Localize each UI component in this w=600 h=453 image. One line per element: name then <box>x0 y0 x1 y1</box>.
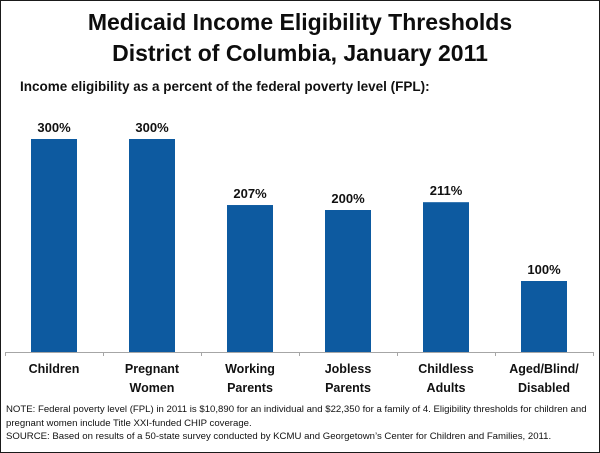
note-line-1: NOTE: Federal poverty level (FPL) in 201… <box>6 404 587 415</box>
category-label: Women <box>130 381 175 395</box>
footnotes: NOTE: Federal poverty level (FPL) in 201… <box>6 403 596 444</box>
bar <box>423 202 469 352</box>
category-label: Aged/Blind/ <box>509 362 579 376</box>
bar-chart: 300% 300% 207% 200% 211% 100% Children Pregnant… <box>5 120 594 395</box>
data-label: 207% <box>233 186 267 201</box>
source-line: SOURCE: Based on results of a 50-state s… <box>6 431 552 442</box>
bar <box>521 281 567 352</box>
data-label: 200% <box>331 191 365 206</box>
chart-title-line-2: District of Columbia, January 2011 <box>112 40 488 66</box>
category-label: Jobless <box>325 362 372 376</box>
category-label: Children <box>29 362 80 376</box>
category-label: Pregnant <box>125 362 180 376</box>
data-label: 211% <box>430 183 463 198</box>
category-label: Working <box>225 362 275 376</box>
category-label: Adults <box>427 381 466 395</box>
category-label: Childless <box>418 362 474 376</box>
data-label: 100% <box>527 262 561 277</box>
category-label: Disabled <box>518 381 570 395</box>
bar <box>129 139 175 352</box>
data-label: 300% <box>37 120 71 135</box>
category-label: Parents <box>325 381 371 395</box>
bar <box>227 205 273 352</box>
bar <box>325 210 371 352</box>
data-label: 300% <box>135 120 169 135</box>
chart-subtitle: Income eligibility as a percent of the f… <box>20 79 430 94</box>
bar <box>31 139 77 352</box>
category-label: Parents <box>227 381 273 395</box>
note-line-2: pregnant women include Title XXI-funded … <box>6 417 252 429</box>
chart-title-line-1: Medicaid Income Eligibility Thresholds <box>87 9 513 35</box>
